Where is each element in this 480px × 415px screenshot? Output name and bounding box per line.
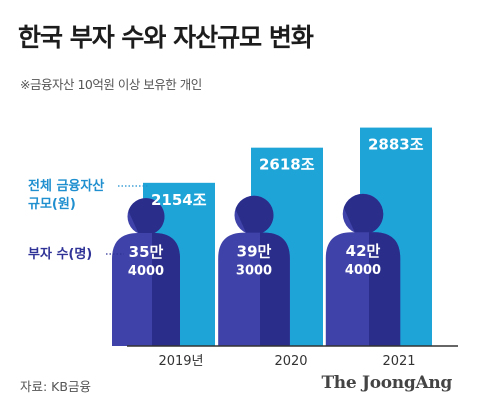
people-count-label-line1-1: 35만 (129, 243, 164, 261)
labels-layer: 2154조 2618조 2883조 35만 4000 39만 3000 42만 4000 2019… (128, 136, 424, 369)
legend-assets-label-line1: 전체 금융자산 (28, 178, 104, 194)
asset-value-label-3: 2883조 (368, 136, 424, 154)
x-tick-label-2: 2020 (274, 354, 307, 369)
person-body-shade-2 (260, 232, 290, 346)
person-body-shade-3 (369, 232, 401, 346)
legend-people-label: 부자 수(명) (28, 246, 92, 262)
people-layer (112, 193, 401, 346)
person-body-shade-1 (152, 233, 180, 346)
people-count-label-line2-2: 3000 (236, 264, 272, 279)
people-count-label-line2-3: 4000 (345, 263, 381, 278)
person-icon-1 (112, 198, 180, 346)
person-head-shade-3 (343, 193, 384, 235)
brand-logo: The JoongAng (321, 373, 452, 393)
x-tick-label-3: 2021 (382, 354, 415, 369)
x-tick-label-1: 2019년 (158, 354, 203, 369)
page-subtitle: ※금융자산 10억원 이상 보유한 개인 (20, 77, 202, 92)
asset-value-label-1: 2154조 (151, 191, 207, 209)
people-count-label-line2-1: 4000 (128, 264, 164, 279)
people-count-label-line1-2: 39만 (237, 243, 272, 261)
person-head-shade-2 (235, 195, 274, 235)
source-note: 자료: KB금융 (20, 379, 91, 394)
legend: 전체 금융자산 규모(원) 부자 수(명) (28, 178, 148, 262)
person-icon-3 (325, 193, 401, 346)
legend-assets-label-line2: 규모(원) (28, 197, 76, 212)
asset-value-label-2: 2618조 (259, 156, 315, 174)
page-title: 한국 부자 수와 자산규모 변화 (18, 23, 314, 52)
person-head-shade-1 (128, 198, 165, 236)
people-count-label-line1-3: 42만 (346, 242, 381, 260)
person-icon-2 (218, 195, 290, 346)
